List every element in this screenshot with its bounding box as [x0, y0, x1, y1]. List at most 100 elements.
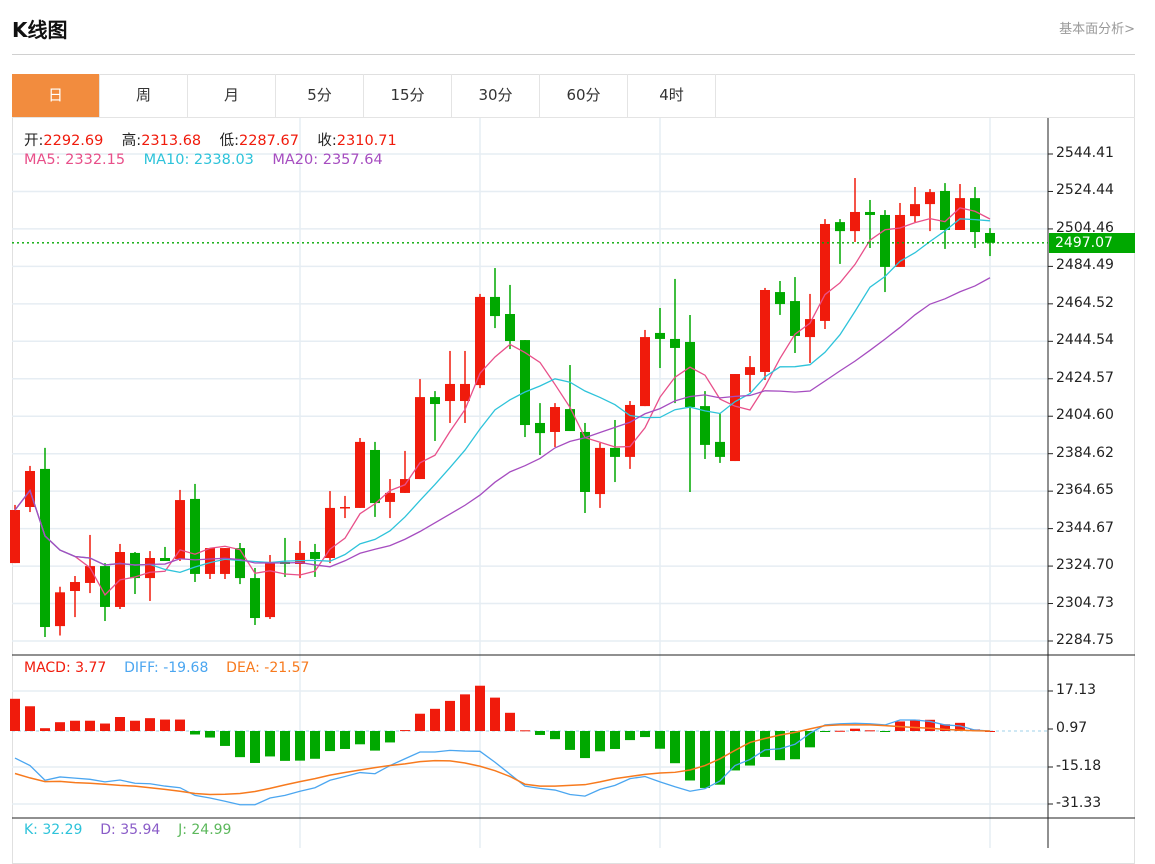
- tab-4hour[interactable]: 4时: [628, 74, 716, 117]
- candle-down: [40, 447, 50, 637]
- candle-body: [400, 479, 410, 493]
- candle-down: [565, 365, 575, 432]
- candle-body: [895, 214, 905, 267]
- candle-body: [415, 397, 425, 480]
- macd-bar: [580, 731, 590, 759]
- tab-5min[interactable]: 5分: [276, 74, 364, 117]
- ma-info: MA5: 2332.15 MA10: 2338.03 MA20: 2357.64: [24, 152, 383, 168]
- macd-bar: [925, 719, 935, 731]
- candle-body: [40, 468, 50, 628]
- candle-body: [10, 509, 20, 564]
- candle-body: [145, 558, 155, 579]
- d-value: D: 35.94: [100, 822, 161, 838]
- candle-body: [490, 296, 500, 317]
- candle-body: [220, 548, 230, 574]
- candle-body: [325, 507, 335, 559]
- candle-up: [385, 479, 395, 519]
- candle-body: [670, 338, 680, 348]
- candle-down: [520, 340, 530, 438]
- y-tick-label: 2344.67: [1056, 519, 1114, 536]
- macd-bar: [880, 731, 890, 732]
- candle-body: [265, 561, 275, 618]
- candle-body: [100, 566, 110, 607]
- macd-bar: [250, 731, 260, 763]
- macd-bar: [460, 694, 470, 731]
- macd-bar: [955, 722, 965, 731]
- candle-body: [925, 192, 935, 205]
- diff-line: [14, 719, 991, 806]
- fundamental-analysis-link[interactable]: 基本面分析>: [1059, 22, 1135, 37]
- tab-15min[interactable]: 15分: [364, 74, 452, 117]
- candle-body: [790, 301, 800, 336]
- candle-up: [910, 187, 920, 223]
- candle-up: [355, 437, 365, 508]
- high-value: 2313.68: [141, 133, 202, 149]
- tab-30min[interactable]: 30分: [452, 74, 540, 117]
- candle-up: [400, 450, 410, 493]
- period-tabs: 日 周 月 5分 15分 30分 60分 4时: [12, 74, 1135, 118]
- macd-bar: [595, 731, 605, 752]
- macd-bar: [700, 731, 710, 788]
- macd-bar: [940, 724, 950, 731]
- candle-body: [550, 407, 560, 432]
- candle-body: [940, 190, 950, 230]
- candle-body: [520, 340, 530, 426]
- macd-bar: [520, 730, 530, 732]
- k-value: K: 32.29: [24, 822, 83, 838]
- candle-up: [955, 184, 965, 230]
- candle-body: [445, 383, 455, 402]
- macd-value: MACD: 3.77: [24, 660, 107, 676]
- ma5-value: MA5: 2332.15: [24, 152, 126, 168]
- tab-60min[interactable]: 60分: [540, 74, 628, 117]
- tab-day[interactable]: 日: [12, 74, 100, 117]
- low-label: 低:: [219, 133, 239, 149]
- close-label: 收:: [317, 133, 337, 149]
- candle-down: [100, 563, 110, 622]
- candle-up: [805, 293, 815, 363]
- candle-body: [655, 332, 665, 339]
- macd-bar: [715, 731, 725, 785]
- y-tick-label: 2284.75: [1056, 632, 1114, 648]
- macd-bar: [835, 730, 845, 732]
- candle-body: [385, 492, 395, 502]
- ma10-line: [14, 218, 991, 574]
- candle-down: [940, 183, 950, 249]
- candle-body: [820, 223, 830, 321]
- candle-up: [760, 287, 770, 381]
- macd-info: MACD: 3.77 DIFF: -19.68 DEA: -21.57: [24, 660, 309, 676]
- candle-down: [715, 413, 725, 463]
- candle-body: [460, 383, 470, 402]
- tab-month[interactable]: 月: [188, 74, 276, 117]
- tab-week[interactable]: 周: [100, 74, 188, 117]
- candle-body: [580, 431, 590, 492]
- y-tick-label: 2464.52: [1056, 294, 1114, 311]
- candle-up: [340, 495, 350, 519]
- candle-body: [610, 447, 620, 457]
- candle-body: [880, 214, 890, 267]
- macd-bar: [850, 728, 860, 731]
- candle-up: [625, 401, 635, 469]
- macd-bar: [280, 731, 290, 761]
- macd-tick-label: -15.18: [1056, 758, 1102, 774]
- macd-bar: [325, 731, 335, 752]
- candle-up: [730, 374, 740, 462]
- candle-body: [25, 470, 35, 507]
- candle-body: [340, 506, 350, 509]
- candle-up: [25, 465, 35, 513]
- candle-body: [250, 578, 260, 619]
- candle-down: [610, 419, 620, 483]
- candle-up: [115, 543, 125, 610]
- macd-bar: [385, 731, 395, 743]
- macd-bar: [190, 731, 200, 735]
- macd-bar: [445, 700, 455, 731]
- y-tick-label: 2404.60: [1056, 407, 1114, 424]
- macd-bar: [775, 731, 785, 761]
- ohlc-info: 开:2292.69 高:2313.68 低:2287.67 收:2310.71: [24, 129, 397, 150]
- candle-body: [985, 232, 995, 243]
- candle-down: [490, 268, 500, 329]
- candle-down: [430, 391, 440, 441]
- candle-up: [745, 356, 755, 393]
- candle-body: [775, 292, 785, 305]
- candle-up: [850, 178, 860, 242]
